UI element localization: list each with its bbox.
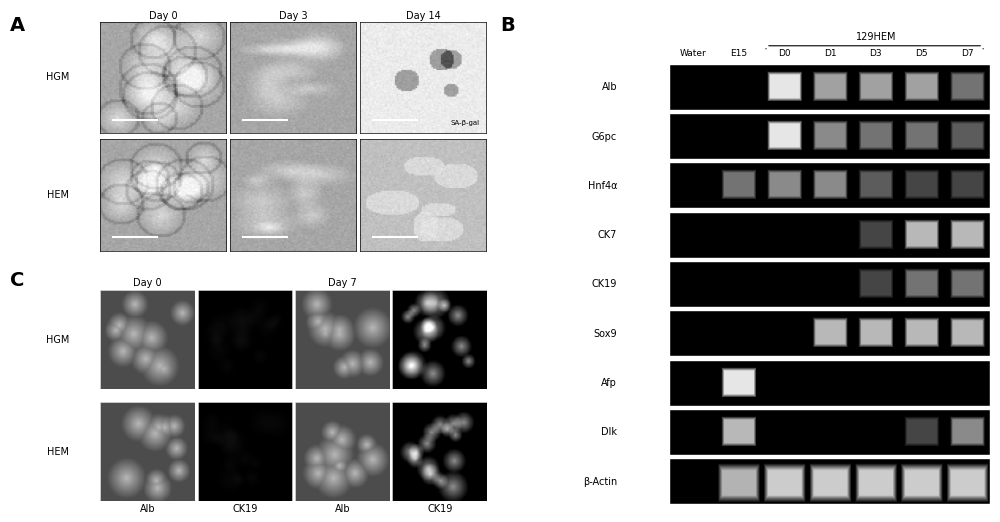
Y-axis label: Afp: Afp (601, 378, 617, 388)
Y-axis label: HGM: HGM (46, 73, 69, 82)
Title: Day 0: Day 0 (149, 11, 177, 21)
Text: SA-β-gal: SA-β-gal (451, 121, 480, 126)
Y-axis label: HEM: HEM (47, 190, 69, 200)
X-axis label: CK19: CK19 (232, 504, 257, 514)
X-axis label: Alb: Alb (334, 504, 350, 514)
Title: Day 3: Day 3 (279, 11, 307, 21)
Text: D1: D1 (824, 49, 836, 58)
Text: B: B (500, 16, 515, 34)
Y-axis label: Hnf4α: Hnf4α (588, 181, 617, 191)
Text: E15: E15 (730, 49, 747, 58)
Y-axis label: CK19: CK19 (592, 279, 617, 290)
Y-axis label: HEM: HEM (47, 447, 69, 457)
Y-axis label: HGM: HGM (46, 335, 69, 345)
Y-axis label: CK7: CK7 (598, 230, 617, 240)
Text: D5: D5 (915, 49, 928, 58)
Text: D0: D0 (778, 49, 791, 58)
Title: Day 7: Day 7 (328, 278, 357, 288)
Y-axis label: Alb: Alb (602, 82, 617, 92)
Text: A: A (10, 16, 25, 34)
Text: D7: D7 (961, 49, 973, 58)
X-axis label: Alb: Alb (139, 504, 155, 514)
Text: 129HEM: 129HEM (855, 32, 896, 42)
Text: Water: Water (679, 49, 706, 58)
Text: D3: D3 (869, 49, 882, 58)
Title: Day 14: Day 14 (406, 11, 440, 21)
Y-axis label: Dlk: Dlk (601, 428, 617, 437)
Y-axis label: β-Actin: β-Actin (583, 477, 617, 487)
Text: C: C (10, 271, 24, 290)
Y-axis label: Sox9: Sox9 (594, 329, 617, 339)
X-axis label: CK19: CK19 (427, 504, 452, 514)
Title: Day 0: Day 0 (133, 278, 162, 288)
Y-axis label: G6pc: G6pc (592, 132, 617, 141)
